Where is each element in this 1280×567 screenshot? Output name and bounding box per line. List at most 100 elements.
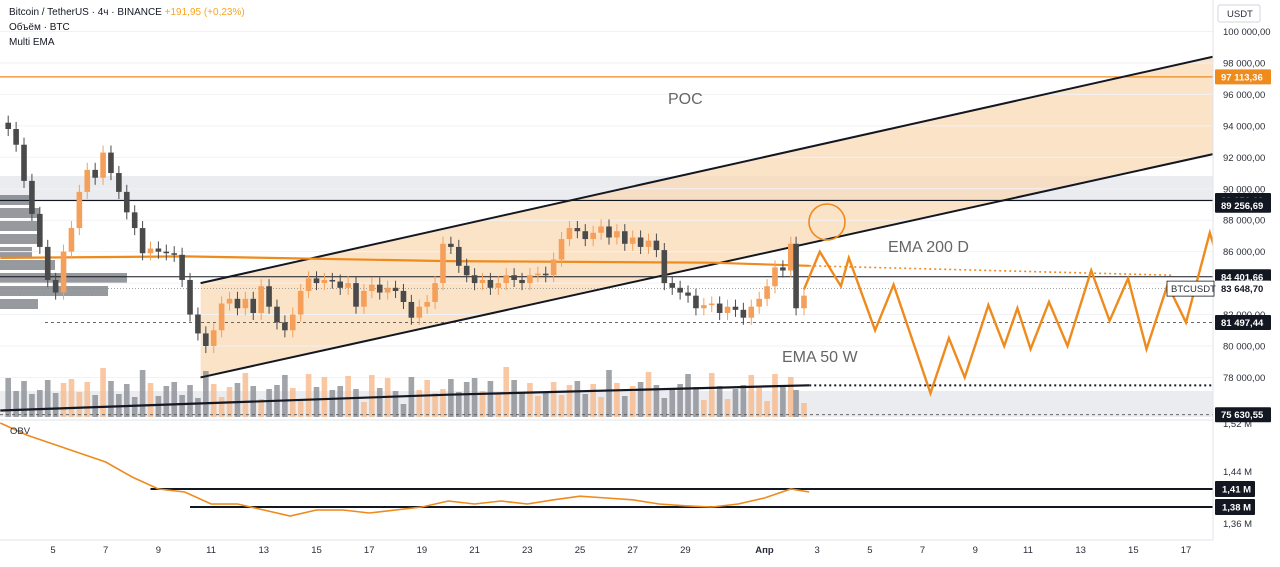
volume-bar [369, 375, 375, 417]
volume-bar [637, 382, 644, 417]
volume-bar [708, 373, 715, 417]
volume-bar [242, 373, 249, 417]
volume-bar [282, 375, 288, 417]
candle-body [487, 279, 494, 288]
volume-bar [606, 370, 612, 417]
volume-bar [84, 382, 91, 417]
volume-bar [179, 395, 185, 417]
candle-body [708, 303, 715, 306]
candle-body [629, 237, 636, 244]
candle-body [574, 228, 581, 232]
volume-bar [5, 378, 12, 417]
volume-bar [416, 390, 423, 417]
price-tag-box [1215, 407, 1271, 423]
time-tick-label: 27 [627, 545, 638, 556]
candle-body [724, 306, 731, 313]
candle-body [764, 286, 770, 299]
volume-bar [131, 397, 138, 417]
price-tick-label: 80 000,00 [1223, 342, 1265, 353]
time-tick-label: 7 [103, 545, 108, 556]
volume-bar [487, 381, 494, 417]
volume-bar [52, 393, 59, 417]
volume-bar [527, 383, 533, 417]
candle-body [693, 295, 699, 309]
candle-body [321, 279, 328, 284]
candle-body [384, 287, 391, 293]
symbol-title[interactable]: Bitcoin / TetherUS · 4ч · BINANCE [9, 7, 162, 18]
time-tick-label: 23 [522, 545, 533, 556]
volume-bar [424, 380, 430, 417]
candle-body [621, 231, 628, 244]
time-tick-label: 5 [50, 545, 55, 556]
legend-symbol-row[interactable]: Bitcoin / TetherUS · 4ч · BINANCE +191,9… [9, 6, 245, 19]
volume-bar [455, 392, 462, 417]
candle-body [305, 278, 312, 291]
candle-body [479, 279, 486, 284]
volume-bar [479, 391, 486, 417]
candle-body [210, 330, 217, 346]
volume-bar [171, 382, 178, 417]
volume-bar [463, 382, 470, 417]
volume-bar [337, 386, 344, 417]
volume-bar [764, 401, 770, 417]
volume-bar [218, 397, 225, 417]
candle-body [701, 305, 707, 309]
price-tick-label: 98 000,00 [1223, 58, 1265, 69]
volume-bar [297, 401, 304, 417]
candle-body [123, 191, 130, 213]
candle-body [801, 295, 807, 309]
volume-bar [566, 385, 573, 417]
candle-body [369, 284, 375, 291]
candle-body [392, 287, 399, 291]
volume-bar [756, 388, 762, 417]
price-tag-label: 97 113,36 [1221, 72, 1263, 83]
legend-indicator[interactable]: Multi EMA [9, 37, 55, 48]
candle-body [542, 273, 549, 276]
volume-bar [793, 390, 799, 417]
candle-body [361, 290, 367, 307]
time-tick-label: 9 [973, 545, 978, 556]
volume-bar [100, 368, 106, 417]
obv-tag-label: 1,38 M [1222, 503, 1251, 514]
price-tick-label: 86 000,00 [1223, 247, 1265, 258]
price-tag-box [1215, 269, 1271, 285]
candle-body [163, 251, 170, 254]
candle-body [116, 173, 122, 192]
candle-body [550, 259, 557, 276]
price-tag-box [1215, 69, 1271, 85]
volume-bar [677, 384, 683, 417]
candle-body [590, 232, 596, 240]
time-tick-label: 25 [575, 545, 586, 556]
candle-body [108, 152, 114, 174]
price-tag-box [1215, 314, 1271, 330]
volume-bar [44, 380, 51, 417]
candle-body [139, 228, 146, 254]
currency-box[interactable] [1217, 4, 1261, 23]
candle-body [772, 267, 778, 287]
candle-body [432, 283, 438, 302]
volume-bar [345, 376, 351, 417]
obv-line [0, 422, 810, 517]
legend-volume[interactable]: Объём · BTC [9, 22, 70, 33]
price-tag-label: 83 648,70 [1221, 284, 1263, 295]
ema50w-label: EMA 50 W [782, 349, 858, 366]
price-tick-label: 92 000,00 [1223, 153, 1265, 164]
ticker-tag-label: BTCUSDT [1171, 284, 1216, 295]
candle-body [329, 279, 336, 282]
price-tag-label: 89 256,69 [1221, 201, 1263, 212]
candle-body [788, 243, 794, 271]
ema50w-line [0, 384, 810, 412]
volume-bar [582, 394, 589, 417]
candle-body [60, 251, 67, 293]
candle-body [400, 290, 407, 302]
time-tick-label: 9 [156, 545, 161, 556]
volume-bar [361, 402, 367, 417]
volume-bar [519, 393, 525, 417]
candle-body [448, 243, 454, 247]
time-tick-label: 17 [364, 545, 375, 556]
volume-bar [653, 385, 660, 417]
volume-bar [685, 374, 691, 417]
time-tick-label: 19 [417, 545, 428, 556]
candle-body [44, 246, 51, 280]
